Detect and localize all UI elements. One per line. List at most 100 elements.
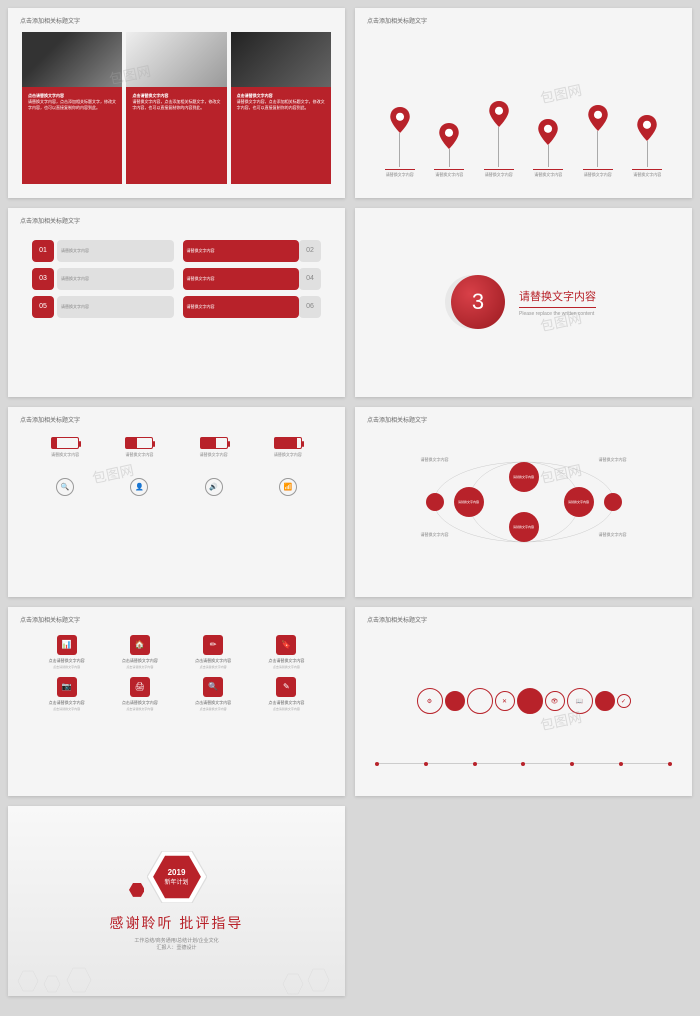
- pin-label: 请替换文字内容: [484, 169, 514, 178]
- icon-grid: 📊点击请替换文字内容点击请替换文字内容🏠点击请替换文字内容点击请替换文字内容✏点…: [8, 607, 345, 737]
- card-text: 点击请替换文字内容请替换文字内容，点击添加相关标题文字，修改文字内容，也可以直接…: [126, 87, 226, 184]
- timeline-axis: [375, 763, 672, 766]
- card-text: 点击请替换文字内容请替换文字内容，点击添加相关标题文字，修改文字内容，也可以直接…: [22, 87, 122, 184]
- axis-dot: [619, 762, 623, 766]
- card-text: 点击请替换文字内容请替换文字内容，点击添加相关标题文字，修改文字内容，也可以直接…: [231, 87, 331, 184]
- side-label: 请替换文字内容: [599, 532, 649, 538]
- icon-desc: 点击请替换文字内容: [115, 665, 165, 669]
- item-number: 01: [32, 240, 54, 262]
- slide-5: 点击添加相关标题文字 请替换文字内容请替换文字内容请替换文字内容请替换文字内容 …: [8, 407, 345, 597]
- map-pin-icon: [489, 101, 509, 127]
- item-number: 06: [299, 296, 321, 318]
- slide-8: 点击添加相关标题文字 ⚙✕👁📖✓ 包图网: [355, 607, 692, 797]
- icon-title: 点击请替换文字内容: [42, 700, 92, 706]
- card-image: [126, 32, 226, 87]
- battery-item: 请替换文字内容: [51, 437, 79, 458]
- circle-icon: 📶: [279, 478, 297, 496]
- card: 点击请替换文字内容请替换文字内容，点击添加相关标题文字，修改文字内容，也可以直接…: [126, 32, 226, 184]
- slide-2: 点击添加相关标题文字 请替换文字内容请替换文字内容请替换文字内容请替换文字内容请…: [355, 8, 692, 198]
- battery-fill: [201, 438, 217, 448]
- slide-title: 点击添加相关标题文字: [20, 216, 80, 225]
- icon-item: 🔍点击请替换文字内容点击请替换文字内容: [188, 677, 238, 711]
- icon-desc: 点击请替换文字内容: [261, 665, 311, 669]
- network-diagram: 请替换文字内容 请替换文字内容 请替换文字内容 请替换文字内容 请替换文字内容 …: [355, 407, 692, 597]
- node: 请替换文字内容: [509, 512, 539, 542]
- section-text: 请替换文字内容 Please replace the written conte…: [519, 288, 596, 317]
- closing: 2019 新年计划 感谢聆听 批评指导 工作总结/商务通用/总结计划/企业文化 …: [8, 806, 345, 996]
- item-box: 请替换文字内容: [57, 240, 174, 262]
- circle-icon: 🔍: [56, 478, 74, 496]
- card: 点击请替换文字内容请替换文字内容，点击添加相关标题文字，修改文字内容，也可以直接…: [231, 32, 331, 184]
- pin-item: 请替换文字内容: [385, 107, 415, 178]
- axis-dot: [668, 762, 672, 766]
- side-label: 请替换文字内容: [599, 457, 649, 463]
- icon-title: 点击请替换文字内容: [42, 658, 92, 664]
- icon-desc: 点击请替换文字内容: [188, 665, 238, 669]
- pin-item: 请替换文字内容: [632, 115, 662, 178]
- axis-dot: [375, 762, 379, 766]
- numbered-grid: 01请替换文字内容请替换文字内容0203请替换文字内容请替换文字内容0405请替…: [8, 208, 345, 342]
- node: 请替换文字内容: [564, 487, 594, 517]
- square-icon: 🔖: [276, 635, 296, 655]
- card-image: [22, 32, 122, 87]
- numbered-item: 03请替换文字内容: [32, 268, 174, 290]
- map-pin-icon: [637, 115, 657, 141]
- card-image: [231, 32, 331, 87]
- icon-item: 📊点击请替换文字内容点击请替换文字内容: [42, 635, 92, 669]
- square-icon: 🔍: [203, 677, 223, 697]
- card-title: 点击请替换文字内容: [237, 93, 273, 98]
- section-number-circle: 3: [451, 275, 505, 329]
- plan: 新年计划: [164, 877, 188, 886]
- year: 2019: [164, 868, 188, 877]
- battery-label: 请替换文字内容: [274, 452, 302, 458]
- section-divider: 3 请替换文字内容 Please replace the written con…: [355, 208, 692, 398]
- card-title: 点击请替换文字内容: [132, 93, 168, 98]
- pin-item: 请替换文字内容: [533, 119, 563, 178]
- battery-icon: [51, 437, 79, 449]
- numbered-item: 01请替换文字内容: [32, 240, 174, 262]
- icon-row: 📊点击请替换文字内容点击请替换文字内容🏠点击请替换文字内容点击请替换文字内容✏点…: [30, 635, 323, 669]
- icon-item: 🏠点击请替换文字内容点击请替换文字内容: [115, 635, 165, 669]
- battery-label: 请替换文字内容: [200, 452, 228, 458]
- slide-7: 点击添加相关标题文字 📊点击请替换文字内容点击请替换文字内容🏠点击请替换文字内容…: [8, 607, 345, 797]
- icon-item: ✎点击请替换文字内容点击请替换文字内容: [261, 677, 311, 711]
- axis-dot: [521, 762, 525, 766]
- axis-dot: [473, 762, 477, 766]
- item-number: 02: [299, 240, 321, 262]
- icon-title: 点击请替换文字内容: [115, 658, 165, 664]
- section-title: 请替换文字内容: [519, 288, 596, 308]
- hexagon-decoration: [8, 966, 345, 996]
- battery-icon: [274, 437, 302, 449]
- hexagon-main: 2019 新年计划: [147, 851, 207, 903]
- icon-desc: 点击请替换文字内容: [42, 665, 92, 669]
- pin-item: 请替换文字内容: [434, 123, 464, 178]
- battery-label: 请替换文字内容: [51, 452, 79, 458]
- closing-title: 感谢聆听 批评指导: [110, 913, 244, 933]
- battery-row: 请替换文字内容请替换文字内容请替换文字内容请替换文字内容: [28, 437, 325, 458]
- slide-9: 2019 新年计划 感谢聆听 批评指导 工作总结/商务通用/总结计划/企业文化 …: [8, 806, 345, 996]
- icon-row: 📷点击请替换文字内容点击请替换文字内容🖨点击请替换文字内容点击请替换文字内容🔍点…: [30, 677, 323, 711]
- timeline-circle: 📖: [567, 688, 593, 714]
- icon-title: 点击请替换文字内容: [188, 658, 238, 664]
- square-icon: 📷: [57, 677, 77, 697]
- pin-label: 请替换文字内容: [533, 169, 563, 178]
- item-box: 请替换文字内容: [183, 296, 300, 318]
- node-small: [604, 493, 622, 511]
- timeline-circle: [445, 691, 465, 711]
- timeline-circle: ✓: [617, 694, 631, 708]
- icon-item: 📷点击请替换文字内容点击请替换文字内容: [42, 677, 92, 711]
- pin-row: 请替换文字内容请替换文字内容请替换文字内容请替换文字内容请替换文字内容请替换文字…: [355, 8, 692, 198]
- pin-line: [647, 141, 648, 167]
- card-body: 请替换文字内容，点击添加相关标题文字，修改文字内容，也可以直接复制你的内容到此。: [237, 99, 325, 110]
- slide-title: 点击添加相关标题文字: [367, 16, 427, 25]
- item-box: 请替换文字内容: [183, 268, 300, 290]
- side-label: 请替换文字内容: [399, 532, 449, 538]
- icon-title: 点击请替换文字内容: [115, 700, 165, 706]
- icon-title: 点击请替换文字内容: [188, 700, 238, 706]
- slide-title: 点击添加相关标题文字: [20, 415, 80, 424]
- side-label: 请替换文字内容: [399, 457, 449, 463]
- numbered-item: 请替换文字内容04: [180, 268, 322, 290]
- circle-icon: 👤: [130, 478, 148, 496]
- node: 请替换文字内容: [454, 487, 484, 517]
- card-title: 点击请替换文字内容: [28, 93, 64, 98]
